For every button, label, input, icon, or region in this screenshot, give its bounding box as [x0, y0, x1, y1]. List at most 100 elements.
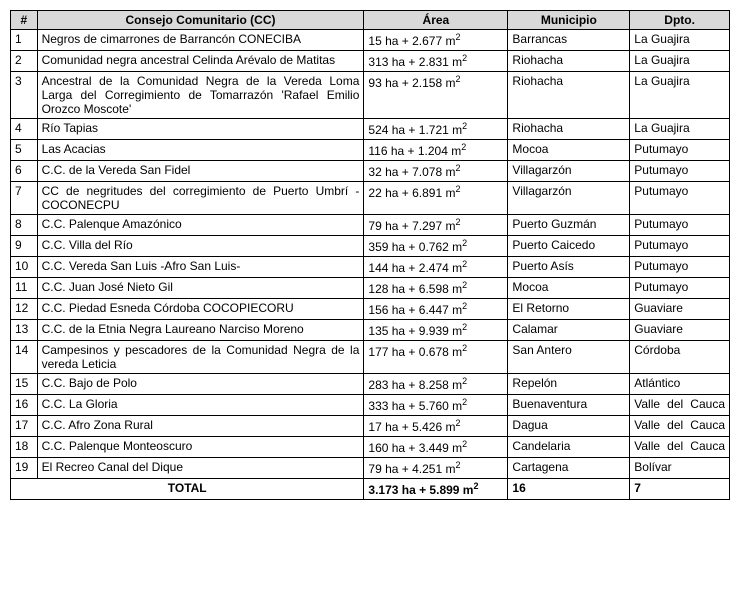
cell-num: 9 [11, 236, 38, 257]
cell-num: 18 [11, 437, 38, 458]
table-row: 1Negros de cimarrones de Barrancón CONEC… [11, 30, 730, 51]
cell-num: 15 [11, 374, 38, 395]
cell-mun: Riohacha [508, 51, 630, 72]
cell-area: 160 ha + 3.449 m2 [364, 437, 508, 458]
cell-cc: Las Acacias [37, 140, 364, 161]
cell-mun: Villagarzón [508, 161, 630, 182]
cell-mun: Buenaventura [508, 395, 630, 416]
cell-cc: C.C. Afro Zona Rural [37, 416, 364, 437]
cell-area: 313 ha + 2.831 m2 [364, 51, 508, 72]
table-row: 8C.C. Palenque Amazónico79 ha + 7.297 m2… [11, 215, 730, 236]
cell-area: 15 ha + 2.677 m2 [364, 30, 508, 51]
total-label: TOTAL [11, 479, 364, 500]
cell-num: 16 [11, 395, 38, 416]
cell-num: 7 [11, 182, 38, 215]
table-row: 13C.C. de la Etnia Negra Laureano Narcis… [11, 320, 730, 341]
cell-cc: El Recreo Canal del Dique [37, 458, 364, 479]
cell-cc: C.C. Juan José Nieto Gil [37, 278, 364, 299]
cell-dpto: La Guajira [630, 72, 730, 119]
cell-cc: C.C. Vereda San Luis -Afro San Luis- [37, 257, 364, 278]
cell-area: 93 ha + 2.158 m2 [364, 72, 508, 119]
cell-dpto: Valle del Cauca [630, 416, 730, 437]
cell-cc: C.C. de la Vereda San Fidel [37, 161, 364, 182]
cell-dpto: Putumayo [630, 140, 730, 161]
cell-mun: Riohacha [508, 72, 630, 119]
cell-num: 14 [11, 341, 38, 374]
cell-cc: C.C. Palenque Monteoscuro [37, 437, 364, 458]
table-row: 12C.C. Piedad Esneda Córdoba COCOPIECORU… [11, 299, 730, 320]
cell-dpto: Córdoba [630, 341, 730, 374]
cell-mun: Puerto Caicedo [508, 236, 630, 257]
cell-cc: Ancestral de la Comunidad Negra de la Ve… [37, 72, 364, 119]
cell-num: 4 [11, 119, 38, 140]
cell-mun: Candelaria [508, 437, 630, 458]
cell-cc: Negros de cimarrones de Barrancón CONECI… [37, 30, 364, 51]
table-row: 16C.C. La Gloria333 ha + 5.760 m2Buenave… [11, 395, 730, 416]
cell-mun: Riohacha [508, 119, 630, 140]
cell-dpto: Putumayo [630, 182, 730, 215]
table-row: 18C.C. Palenque Monteoscuro160 ha + 3.44… [11, 437, 730, 458]
cell-mun: San Antero [508, 341, 630, 374]
cell-cc: Río Tapias [37, 119, 364, 140]
cell-mun: Cartagena [508, 458, 630, 479]
table-row: 10C.C. Vereda San Luis -Afro San Luis-14… [11, 257, 730, 278]
cell-num: 1 [11, 30, 38, 51]
table-row: 14Campesinos y pescadores de la Comunida… [11, 341, 730, 374]
cell-area: 283 ha + 8.258 m2 [364, 374, 508, 395]
total-area: 3.173 ha + 5.899 m2 [364, 479, 508, 500]
cell-area: 156 ha + 6.447 m2 [364, 299, 508, 320]
cell-mun: El Retorno [508, 299, 630, 320]
cell-mun: Puerto Asís [508, 257, 630, 278]
cell-num: 12 [11, 299, 38, 320]
cell-area: 17 ha + 5.426 m2 [364, 416, 508, 437]
cell-area: 333 ha + 5.760 m2 [364, 395, 508, 416]
total-row: TOTAL 3.173 ha + 5.899 m2 16 7 [11, 479, 730, 500]
cell-area: 135 ha + 9.939 m2 [364, 320, 508, 341]
cell-dpto: Valle del Cauca [630, 395, 730, 416]
cell-dpto: Guaviare [630, 299, 730, 320]
cell-num: 19 [11, 458, 38, 479]
cell-area: 22 ha + 6.891 m2 [364, 182, 508, 215]
table-row: 15C.C. Bajo de Polo283 ha + 8.258 m2Repe… [11, 374, 730, 395]
cell-area: 116 ha + 1.204 m2 [364, 140, 508, 161]
header-mun: Municipio [508, 11, 630, 30]
cell-area: 177 ha + 0.678 m2 [364, 341, 508, 374]
cell-cc: Comunidad negra ancestral Celinda Aréval… [37, 51, 364, 72]
cell-num: 13 [11, 320, 38, 341]
table-row: 11C.C. Juan José Nieto Gil128 ha + 6.598… [11, 278, 730, 299]
cell-num: 6 [11, 161, 38, 182]
cell-area: 524 ha + 1.721 m2 [364, 119, 508, 140]
cell-dpto: La Guajira [630, 119, 730, 140]
cell-num: 10 [11, 257, 38, 278]
table-row: 19El Recreo Canal del Dique79 ha + 4.251… [11, 458, 730, 479]
table-row: 4Río Tapias524 ha + 1.721 m2RiohachaLa G… [11, 119, 730, 140]
cell-cc: C.C. de la Etnia Negra Laureano Narciso … [37, 320, 364, 341]
cell-mun: Puerto Guzmán [508, 215, 630, 236]
cell-dpto: Putumayo [630, 257, 730, 278]
cell-dpto: Guaviare [630, 320, 730, 341]
table-row: 7CC de negritudes del corregimiento de P… [11, 182, 730, 215]
total-mun: 16 [508, 479, 630, 500]
cell-num: 2 [11, 51, 38, 72]
cell-dpto: Bolívar [630, 458, 730, 479]
cell-num: 3 [11, 72, 38, 119]
cell-dpto: Putumayo [630, 215, 730, 236]
cell-cc: Campesinos y pescadores de la Comunidad … [37, 341, 364, 374]
cell-num: 17 [11, 416, 38, 437]
cell-mun: Calamar [508, 320, 630, 341]
total-dpto: 7 [630, 479, 730, 500]
cell-mun: Dagua [508, 416, 630, 437]
cell-mun: Barrancas [508, 30, 630, 51]
cell-cc: CC de negritudes del corregimiento de Pu… [37, 182, 364, 215]
table-row: 2Comunidad negra ancestral Celinda Aréva… [11, 51, 730, 72]
cell-mun: Mocoa [508, 140, 630, 161]
cell-dpto: Putumayo [630, 278, 730, 299]
header-num: # [11, 11, 38, 30]
cell-num: 8 [11, 215, 38, 236]
consejos-table: # Consejo Comunitario (CC) Área Municipi… [10, 10, 730, 500]
cell-area: 128 ha + 6.598 m2 [364, 278, 508, 299]
cell-dpto: La Guajira [630, 51, 730, 72]
cell-area: 32 ha + 7.078 m2 [364, 161, 508, 182]
header-row: # Consejo Comunitario (CC) Área Municipi… [11, 11, 730, 30]
table-row: 9C.C. Villa del Río359 ha + 0.762 m2Puer… [11, 236, 730, 257]
